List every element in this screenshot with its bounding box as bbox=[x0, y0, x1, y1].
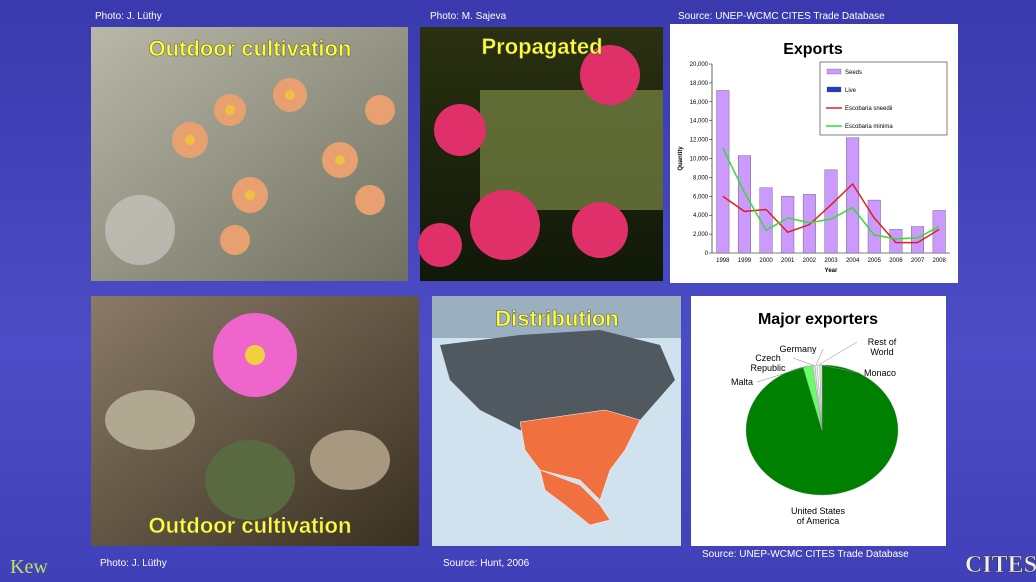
logo-kew: Kew bbox=[10, 556, 48, 578]
x-tick-label: 2001 bbox=[781, 258, 795, 264]
x-tick-label: 2002 bbox=[803, 258, 817, 264]
bar bbox=[867, 199, 881, 254]
chart-title: Major exporters bbox=[758, 311, 878, 328]
bar bbox=[759, 187, 773, 254]
caption: Photo: J. Lüthy bbox=[100, 558, 167, 569]
x-tick-label: 2003 bbox=[824, 258, 838, 264]
pie-label: Rest of World bbox=[867, 337, 897, 357]
panel-title: Propagated bbox=[481, 34, 602, 59]
caption: Source: Hunt, 2006 bbox=[443, 558, 530, 569]
x-tick-label: 2000 bbox=[759, 258, 773, 264]
line bbox=[722, 182, 940, 244]
bar bbox=[932, 210, 946, 254]
y-tick-label: 18,000 bbox=[690, 81, 709, 87]
flowers bbox=[172, 78, 395, 255]
x-tick-label: 2006 bbox=[889, 258, 903, 264]
leader-line bbox=[815, 348, 824, 366]
legend-box bbox=[819, 61, 948, 136]
y-label: Quantity bbox=[678, 146, 684, 171]
x-tick-label: 2005 bbox=[868, 258, 882, 264]
y-tick-label: 8,000 bbox=[693, 175, 709, 181]
y-tick-label: 0 bbox=[705, 251, 709, 257]
line bbox=[722, 147, 940, 240]
pie-label: Malta bbox=[730, 377, 753, 387]
panel-title: Outdoor cultivation bbox=[149, 513, 352, 538]
leader-line bbox=[792, 357, 814, 366]
x-tick-label: 1999 bbox=[738, 258, 752, 264]
y-tick-label: 20,000 bbox=[690, 62, 709, 68]
leader-line bbox=[756, 365, 808, 383]
legend-label: Live bbox=[845, 88, 857, 94]
y-tick-label: 16,000 bbox=[690, 100, 709, 106]
bar bbox=[781, 196, 795, 254]
panel-title: Distribution bbox=[495, 306, 618, 331]
pie-label: Germany bbox=[779, 344, 817, 354]
bar bbox=[716, 90, 730, 254]
caption: Source: UNEP-WCMC CITES Trade Database bbox=[678, 11, 885, 22]
x-tick-label: 2007 bbox=[911, 258, 925, 264]
x-label: Year bbox=[825, 268, 838, 274]
chart-title: Exports bbox=[783, 41, 843, 58]
y-tick-label: 12,000 bbox=[690, 138, 709, 144]
x-tick-label: 2004 bbox=[846, 258, 860, 264]
legend-label: Escobaria sneedii bbox=[845, 106, 892, 112]
pie-label: Czech Republic bbox=[750, 353, 786, 373]
bar bbox=[846, 137, 860, 254]
logo-cites: CITES bbox=[965, 552, 1036, 578]
pie-label: Monaco bbox=[863, 368, 897, 378]
bar bbox=[911, 226, 925, 254]
y-tick-label: 14,000 bbox=[690, 119, 709, 125]
leader-line bbox=[818, 341, 858, 366]
legend-swatch bbox=[826, 68, 842, 75]
bar bbox=[889, 229, 903, 254]
caption: Photo: J. Lüthy bbox=[95, 11, 162, 22]
panel-title: Outdoor cultivation bbox=[149, 36, 352, 61]
y-tick-label: 2,000 bbox=[693, 232, 709, 238]
legend-swatch bbox=[826, 86, 842, 93]
legend-label: Seeds bbox=[845, 70, 862, 76]
x-tick-label: 2008 bbox=[933, 258, 947, 264]
x-tick-label: 1998 bbox=[716, 258, 730, 264]
caption: Photo: M. Sajeva bbox=[430, 11, 507, 22]
pie-label: United States of America bbox=[790, 506, 846, 526]
caption: Source: UNEP-WCMC CITES Trade Database bbox=[702, 549, 909, 560]
usa bbox=[519, 409, 641, 501]
y-tick-label: 6,000 bbox=[693, 194, 709, 200]
legend-label: Escobaria minima bbox=[845, 124, 893, 130]
leader-line bbox=[820, 364, 861, 374]
bar bbox=[737, 155, 751, 254]
bar bbox=[824, 169, 838, 254]
y-tick-label: 10,000 bbox=[690, 157, 709, 163]
y-tick-label: 4,000 bbox=[693, 213, 709, 219]
